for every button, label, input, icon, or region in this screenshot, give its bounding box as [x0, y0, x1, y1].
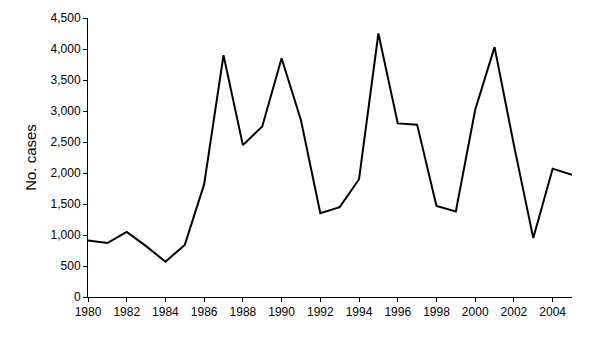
- svg-text:3,500: 3,500: [51, 73, 81, 87]
- svg-text:1986: 1986: [191, 305, 218, 319]
- svg-text:2,000: 2,000: [51, 166, 81, 180]
- svg-text:1,500: 1,500: [51, 197, 81, 211]
- svg-text:3,000: 3,000: [51, 104, 81, 118]
- svg-text:No. cases: No. cases: [22, 124, 39, 191]
- svg-text:2004: 2004: [539, 305, 566, 319]
- svg-text:2,500: 2,500: [51, 135, 81, 149]
- svg-text:4,000: 4,000: [51, 42, 81, 56]
- svg-text:1980: 1980: [75, 305, 102, 319]
- svg-text:1988: 1988: [230, 305, 257, 319]
- svg-text:1994: 1994: [346, 305, 373, 319]
- svg-text:1992: 1992: [307, 305, 334, 319]
- svg-text:2002: 2002: [501, 305, 528, 319]
- svg-text:1,000: 1,000: [51, 228, 81, 242]
- svg-text:1998: 1998: [423, 305, 450, 319]
- svg-text:1996: 1996: [384, 305, 411, 319]
- svg-text:500: 500: [61, 259, 81, 273]
- svg-text:2000: 2000: [462, 305, 489, 319]
- svg-text:4,500: 4,500: [51, 11, 81, 25]
- svg-text:1990: 1990: [268, 305, 295, 319]
- svg-text:1982: 1982: [113, 305, 140, 319]
- svg-text:0: 0: [74, 290, 81, 304]
- svg-text:1984: 1984: [152, 305, 179, 319]
